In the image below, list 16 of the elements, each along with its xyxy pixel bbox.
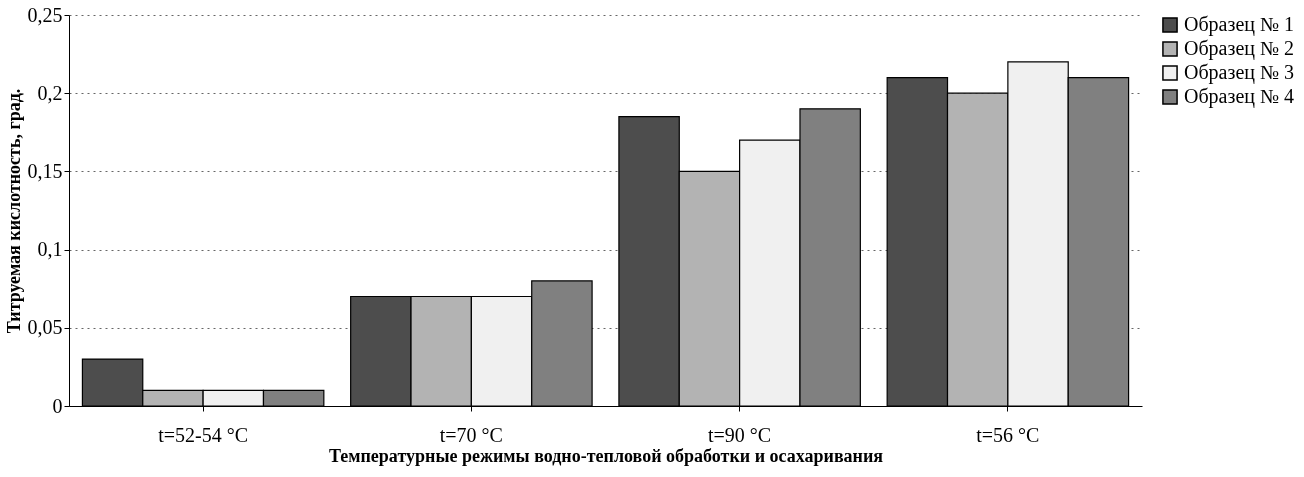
y-tick-label: 0,25 xyxy=(27,3,63,26)
y-tick-label: 0,15 xyxy=(27,159,63,182)
y-tick-label: 0,2 xyxy=(37,81,63,104)
y-tick-label: 0 xyxy=(52,394,63,417)
x-axis-title: Температурные режимы водно-тепловой обработки и осахаривания xyxy=(328,445,884,466)
y-tick-label: 0,05 xyxy=(27,316,63,339)
x-tick-label: t=52-54 °C xyxy=(158,423,249,446)
legend-label: Образец № 1 xyxy=(1184,13,1295,36)
legend-label: Образец № 4 xyxy=(1184,85,1295,108)
x-tick-label: t=70 °C xyxy=(439,423,503,446)
legend-label: Образец № 2 xyxy=(1184,37,1295,60)
legend-label: Образец № 3 xyxy=(1184,61,1295,84)
x-tick-label: t=90 °C xyxy=(708,423,772,446)
y-tick-label: 0,1 xyxy=(37,238,63,261)
x-tick-label: t=56 °C xyxy=(976,423,1040,446)
y-axis-title: Титруемая кислотность, град. xyxy=(3,88,24,334)
